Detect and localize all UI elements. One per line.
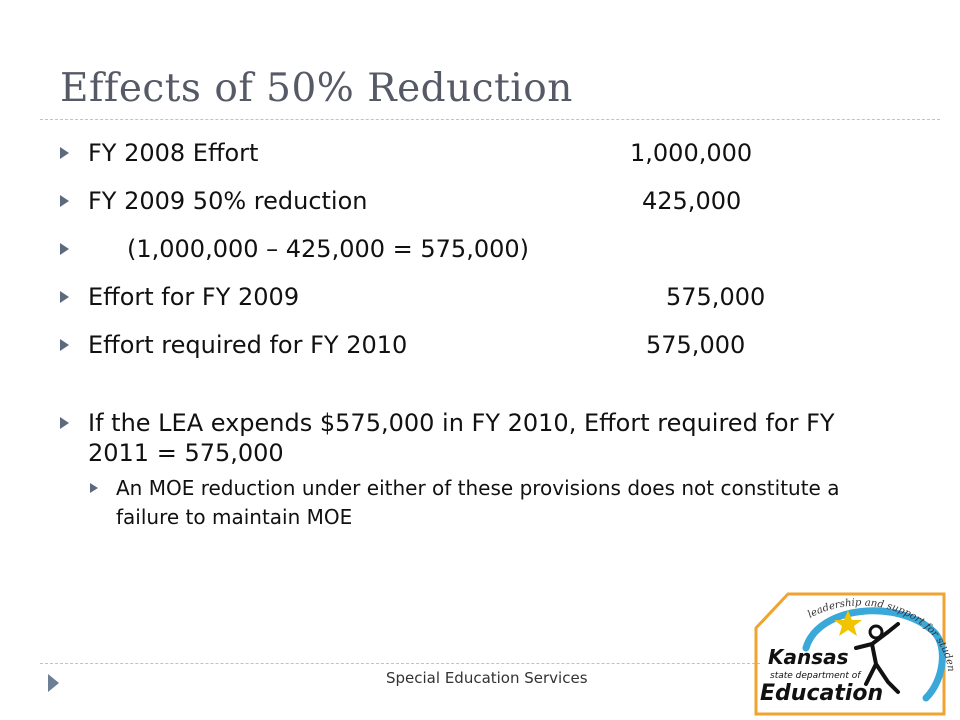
slide-title: Effects of 50% Reduction xyxy=(60,66,573,111)
bullet-label: Effort required for FY 2010 xyxy=(88,331,408,359)
bullet-arrow-icon xyxy=(60,291,69,303)
bullet-fy2009-reduction: FY 2009 50% reduction 425,000 xyxy=(56,186,886,216)
bullet-arrow-icon xyxy=(60,243,69,255)
sub-bullet-moe: An MOE reduction under either of these p… xyxy=(56,474,886,532)
bullet-arrow-icon xyxy=(60,195,69,207)
footer-arrow-icon xyxy=(48,674,59,692)
logo-line3: Education xyxy=(760,681,883,706)
bullet-label: (1,000,000 – 425,000 = 575,000) xyxy=(127,235,529,263)
logo-line2: state department of xyxy=(770,671,862,681)
bullet-fy2008-effort: FY 2008 Effort 1,000,000 xyxy=(56,138,886,168)
footer-divider xyxy=(40,663,760,664)
bullet-arrow-icon xyxy=(60,147,69,159)
bullet-effort-fy2010: Effort required for FY 2010 575,000 xyxy=(56,330,886,360)
footer-text: Special Education Services xyxy=(386,669,588,687)
logo-line1: Kansas xyxy=(768,645,849,669)
bullet-label: If the LEA expends $575,000 in FY 2010, … xyxy=(88,409,835,467)
title-divider xyxy=(40,119,940,120)
bullet-list: FY 2008 Effort 1,000,000 FY 2009 50% red… xyxy=(56,138,886,532)
star-icon xyxy=(834,610,862,636)
bullet-label: FY 2008 Effort xyxy=(88,139,259,167)
bullet-label: FY 2009 50% reduction xyxy=(88,187,368,215)
bullet-calculation: (1,000,000 – 425,000 = 575,000) xyxy=(56,234,886,264)
sub-bullet-label: An MOE reduction under either of these p… xyxy=(116,476,840,529)
bullet-label: Effort for FY 2009 xyxy=(88,283,300,311)
bullet-lea-expends: If the LEA expends $575,000 in FY 2010, … xyxy=(56,408,886,468)
sub-bullet-arrow-icon xyxy=(90,483,98,493)
bullet-arrow-icon xyxy=(60,417,69,429)
bullet-arrow-icon xyxy=(60,339,69,351)
bullet-value: 1,000,000 xyxy=(630,139,753,167)
bullet-value: 425,000 xyxy=(642,187,742,215)
kansas-education-logo: leadership and support for student learn… xyxy=(748,588,954,716)
bullet-value: 575,000 xyxy=(666,283,766,311)
figure-icon xyxy=(868,624,884,640)
bullet-value: 575,000 xyxy=(646,331,746,359)
bullet-effort-fy2009: Effort for FY 2009 575,000 xyxy=(56,282,886,312)
